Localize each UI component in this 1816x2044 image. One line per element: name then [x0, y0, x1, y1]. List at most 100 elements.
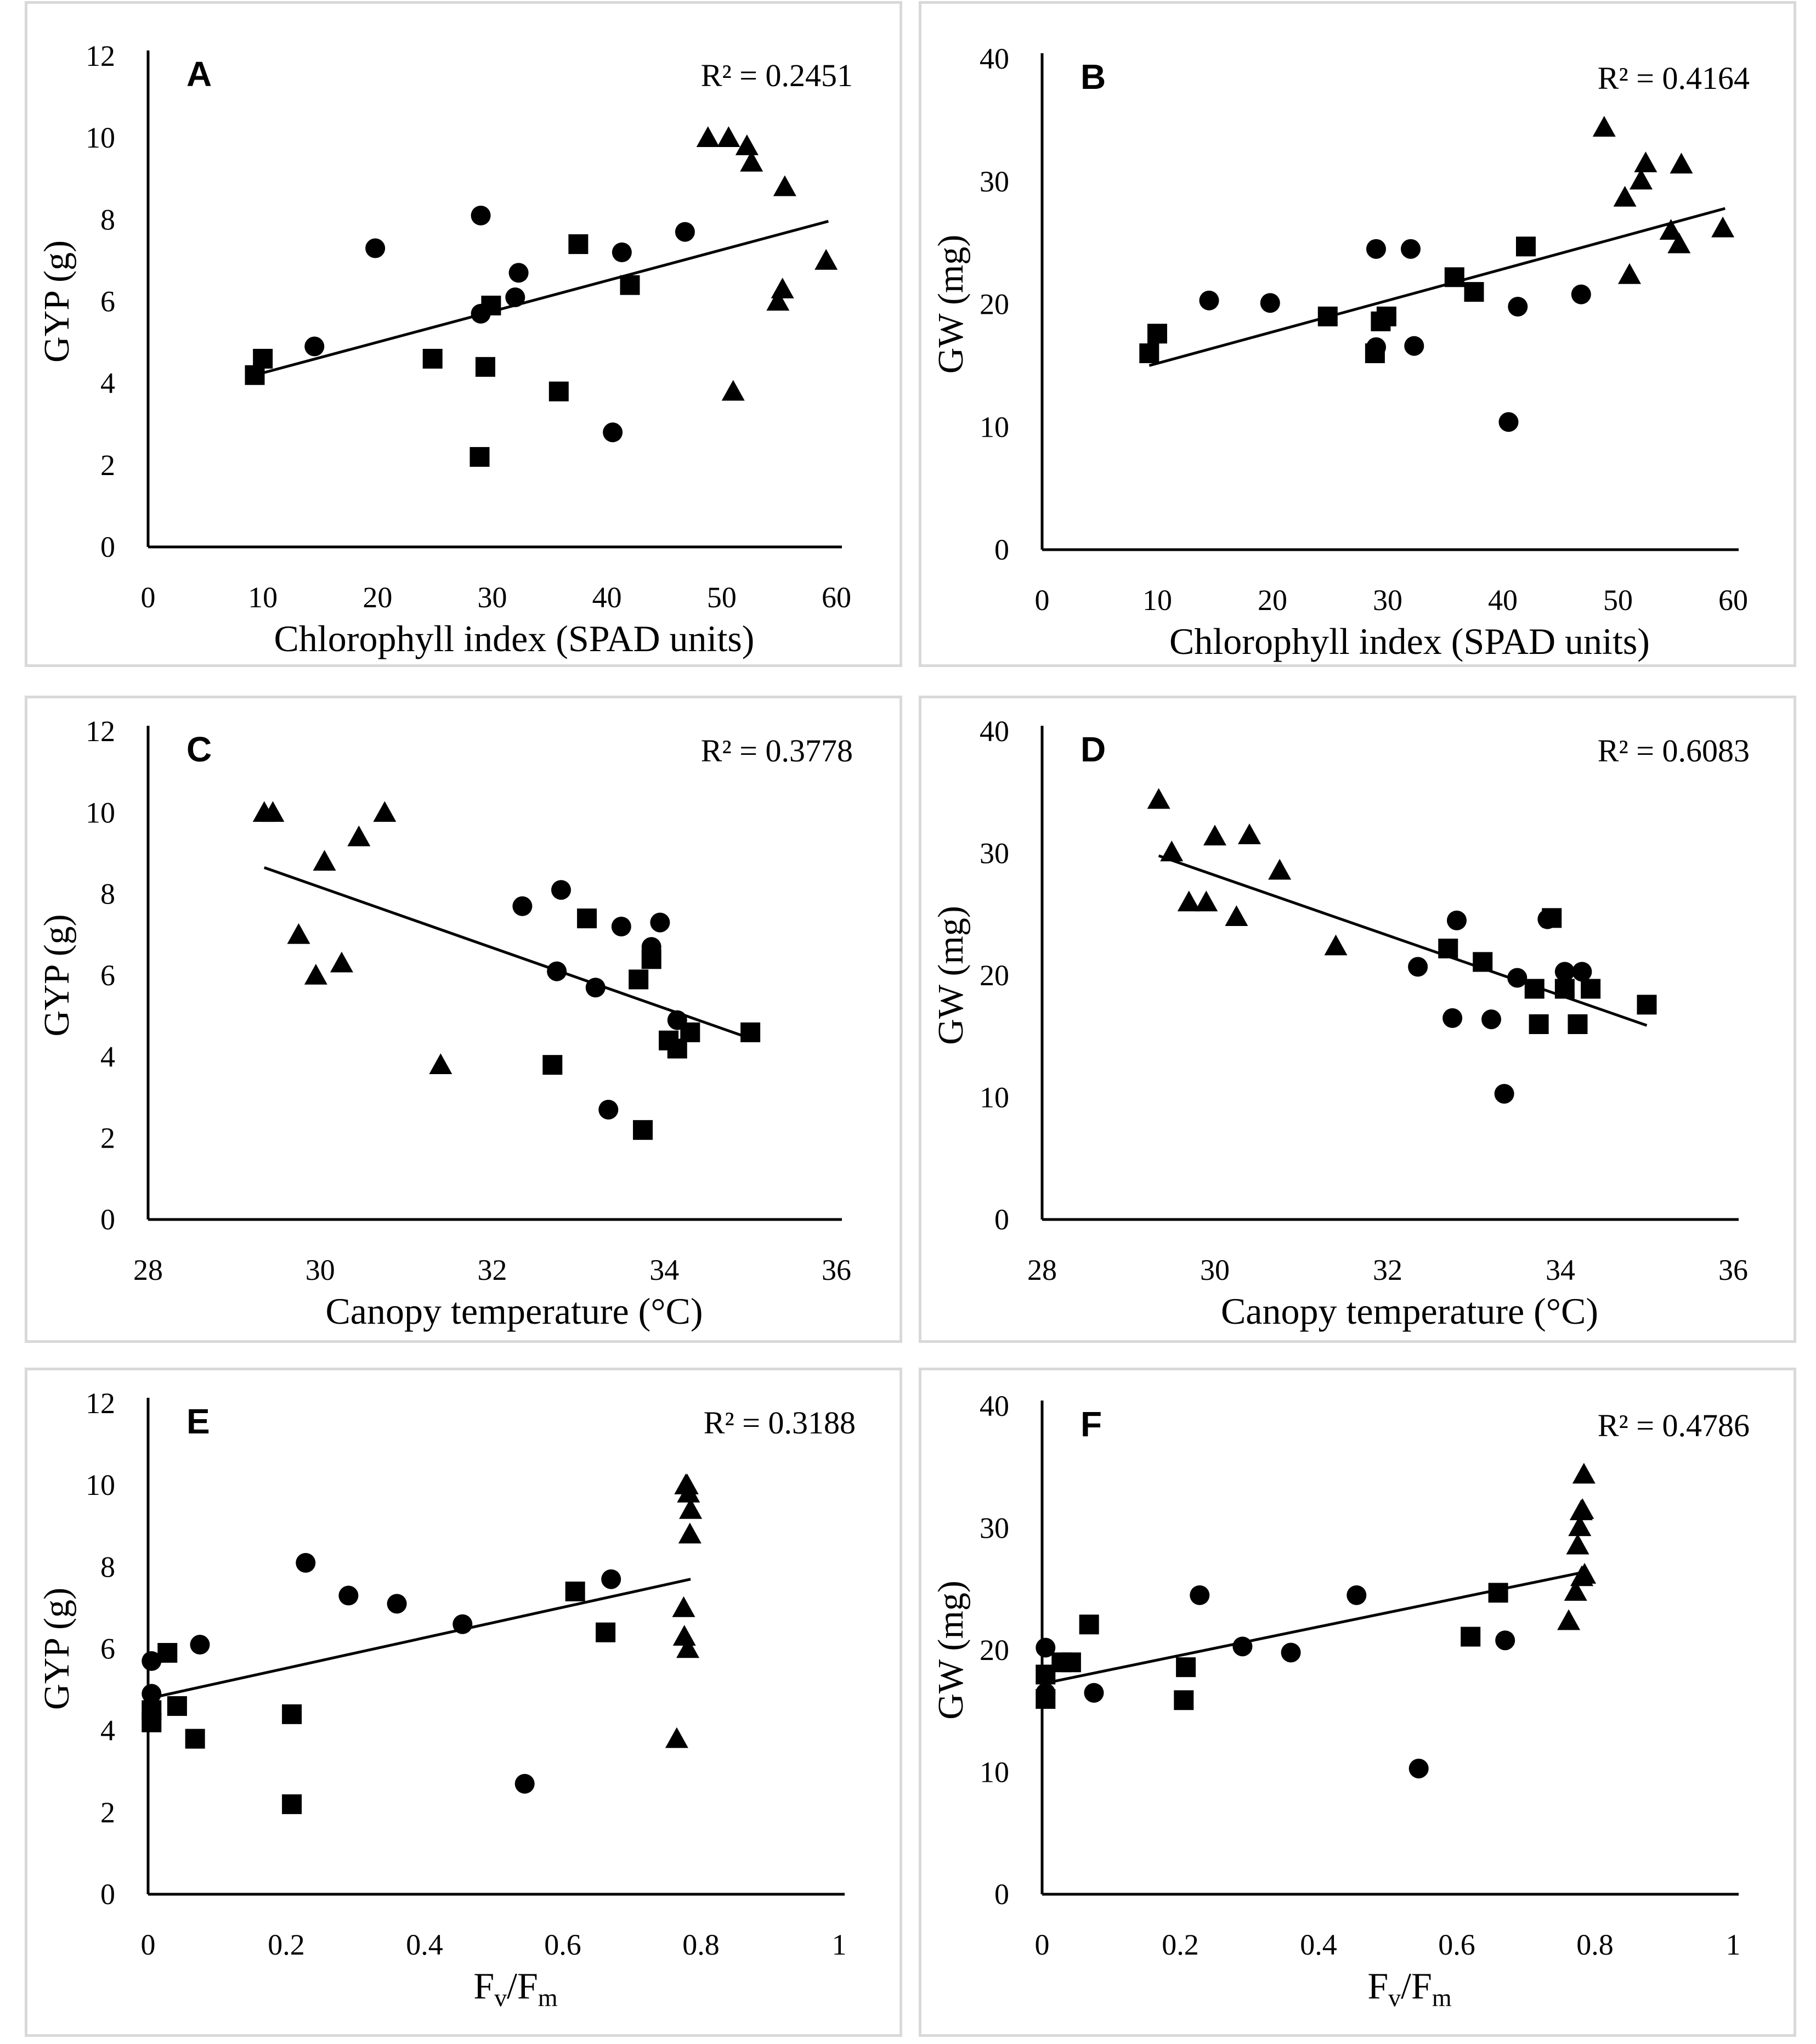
circle-point — [471, 205, 491, 225]
circle-point — [505, 287, 525, 308]
square-point — [542, 1055, 563, 1075]
x-tick-label: 40 — [1488, 584, 1518, 617]
triangle-point — [1659, 219, 1683, 240]
triangle-point — [1268, 859, 1292, 880]
r-squared-label: R² = 0.3778 — [701, 733, 853, 769]
square-point — [1444, 267, 1464, 287]
y-tick-label: 12 — [86, 39, 115, 72]
x-tick-label: 28 — [133, 1253, 163, 1286]
circle-point — [1571, 284, 1591, 304]
circle-point — [611, 917, 631, 936]
square-point — [1139, 343, 1159, 363]
circle-point — [1232, 1636, 1253, 1657]
square-point — [629, 969, 649, 990]
triangle-point — [330, 951, 353, 973]
triangle-point — [287, 923, 310, 944]
x-tick-label: 30 — [478, 581, 507, 614]
y-tick-label: 10 — [86, 121, 115, 154]
square-point — [142, 1712, 162, 1732]
x-tick-label: 20 — [1258, 584, 1287, 617]
triangle-point — [1195, 890, 1218, 912]
x-tick-label: 20 — [363, 581, 392, 614]
x-tick-label: 0.8 — [1576, 1928, 1614, 1961]
square-point — [157, 1642, 178, 1663]
circle-point — [338, 1585, 359, 1606]
triangle-point — [672, 1596, 695, 1617]
circle-point — [1084, 1682, 1104, 1703]
square-point — [1461, 1627, 1481, 1647]
triangle-point — [347, 825, 371, 846]
x-tick-label: 36 — [822, 1253, 851, 1286]
x-axis-label: Fv/Fm — [1367, 1965, 1452, 2012]
x-tick-label: 34 — [1546, 1253, 1575, 1286]
x-tick-label: 32 — [478, 1253, 507, 1286]
circle-point — [1404, 336, 1424, 356]
x-tick-label: 0 — [1035, 1928, 1050, 1961]
circle-point — [142, 1651, 162, 1671]
y-tick-label: 4 — [100, 1040, 115, 1073]
circle-point — [1260, 293, 1280, 313]
x-tick-label: 0.4 — [406, 1928, 443, 1961]
circle-point — [190, 1635, 210, 1655]
x-tick-label: 0.8 — [682, 1928, 720, 1961]
square-point — [548, 381, 569, 402]
square-point — [1036, 1689, 1056, 1709]
circle-point — [1507, 968, 1528, 988]
circle-point — [1366, 239, 1386, 259]
square-point — [565, 1582, 585, 1602]
y-tick-label: 10 — [86, 796, 115, 829]
y-tick-label: 2 — [100, 449, 115, 482]
circle-point — [1508, 296, 1528, 317]
trend-line — [1158, 854, 1648, 1027]
square-point — [1079, 1614, 1099, 1635]
x-tick-label: 34 — [649, 1253, 679, 1286]
triangle-point — [672, 1625, 696, 1646]
chart-b: 0 10 20 30 40 0 10 20 30 40 50 60 B R² = 0.4164 GW (mg… — [931, 42, 1750, 662]
triangle-point — [678, 1522, 701, 1544]
triangle-point — [1147, 788, 1170, 809]
y-tick-label: 10 — [980, 1081, 1009, 1114]
x-tick-label: 0.4 — [1300, 1928, 1337, 1961]
square-point — [1317, 306, 1338, 326]
circle-point — [1495, 1630, 1515, 1651]
y-tick-label: 0 — [994, 533, 1009, 566]
triangle-point — [766, 290, 790, 311]
square-point — [1637, 995, 1657, 1015]
square-point — [596, 1622, 616, 1642]
y-axis-label: GW (mg) — [931, 1580, 971, 1720]
circle-point — [598, 1099, 619, 1120]
x-tick-label: 50 — [707, 581, 737, 614]
x-tick-label: 0.2 — [268, 1928, 305, 1961]
square-point — [282, 1794, 302, 1814]
triangle-point — [1592, 116, 1616, 137]
y-tick-label: 8 — [100, 203, 115, 236]
panel-letter: C — [186, 730, 212, 769]
triangle-point — [1564, 1580, 1587, 1601]
y-tick-label: 0 — [100, 1878, 115, 1911]
circle-point — [650, 912, 670, 933]
x-axis-label: Chlorophyll index (SPAD units) — [1169, 620, 1650, 662]
y-axis-label: GW (mg) — [931, 906, 971, 1045]
square-point — [1365, 343, 1385, 363]
square-point — [253, 348, 273, 369]
triangle-point — [740, 150, 763, 172]
y-tick-label: 30 — [980, 165, 1009, 198]
x-tick-label: 1 — [832, 1928, 847, 1961]
trend-line — [263, 866, 751, 1040]
y-tick-label: 2 — [100, 1796, 115, 1829]
x-tick-label: 0.6 — [1438, 1928, 1475, 1961]
triangle-point — [771, 278, 794, 298]
circle-point — [1281, 1642, 1301, 1663]
square-point — [680, 1022, 700, 1042]
x-tick-label: 0.2 — [1162, 1928, 1199, 1961]
panel-d: 0 10 20 30 40 28 30 32 34 36 D R² = 0.6083 GW (mg) Ca… — [919, 696, 1796, 1343]
circle-point — [1401, 239, 1421, 259]
circle-point — [304, 336, 325, 357]
circle-point — [296, 1552, 316, 1573]
square-point — [1581, 979, 1601, 999]
x-tick-label: 0 — [141, 581, 156, 614]
trend-line — [1149, 207, 1726, 367]
triangle-point — [304, 964, 327, 985]
triangle-point — [1177, 890, 1201, 912]
square-point — [1061, 1652, 1081, 1673]
